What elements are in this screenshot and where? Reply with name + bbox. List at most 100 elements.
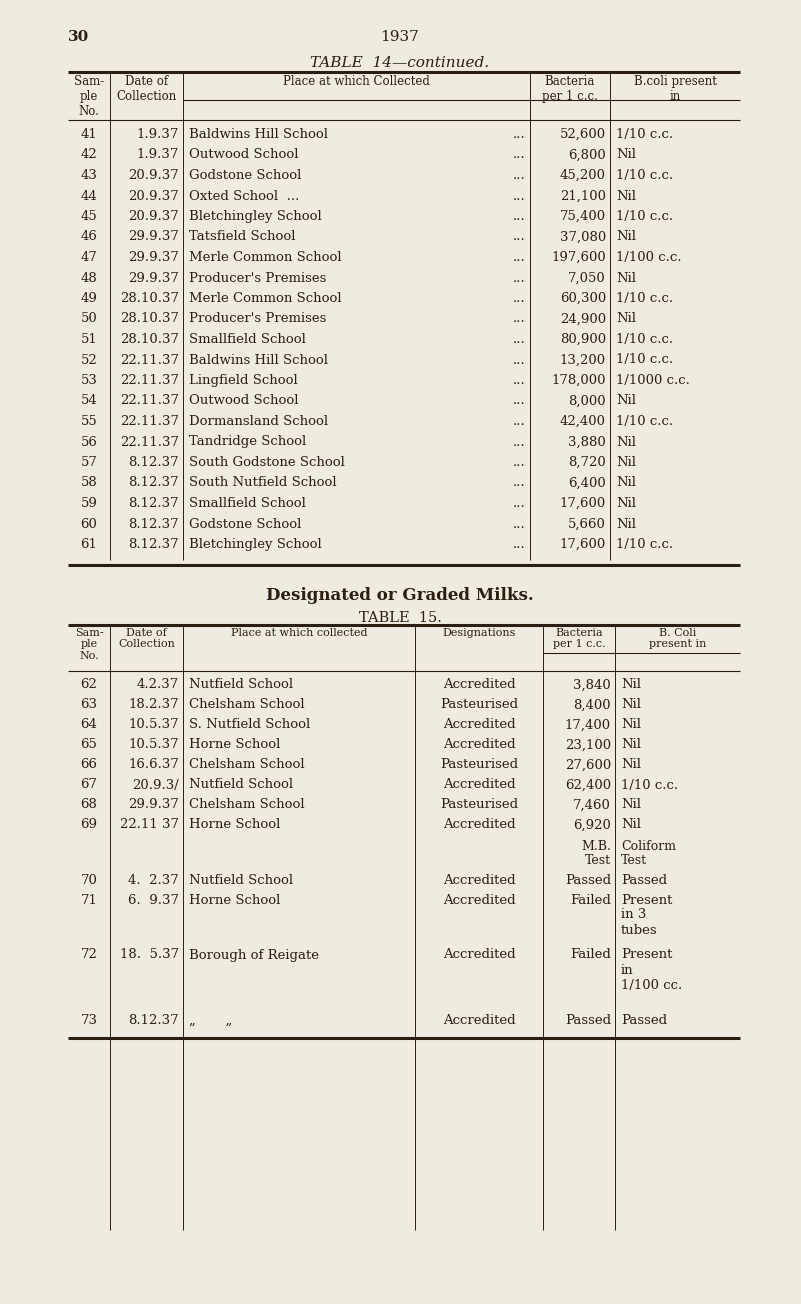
Text: 1/100 c.c.: 1/100 c.c. — [616, 250, 682, 263]
Text: South Godstone School: South Godstone School — [189, 456, 345, 469]
Text: 73: 73 — [80, 1013, 98, 1026]
Text: Nil: Nil — [616, 476, 636, 489]
Text: 20.9.3/: 20.9.3/ — [132, 778, 179, 792]
Text: 7,050: 7,050 — [568, 271, 606, 284]
Text: TABLE  15.: TABLE 15. — [359, 610, 441, 625]
Text: 45,200: 45,200 — [560, 170, 606, 183]
Text: 68: 68 — [81, 798, 98, 811]
Text: Nil: Nil — [621, 819, 641, 832]
Text: Designated or Graded Milks.: Designated or Graded Milks. — [266, 587, 534, 604]
Text: Nil: Nil — [616, 518, 636, 531]
Text: Nil: Nil — [616, 395, 636, 407]
Text: 61: 61 — [81, 539, 98, 552]
Text: 22.11.37: 22.11.37 — [120, 395, 179, 407]
Text: 22.11.37: 22.11.37 — [120, 436, 179, 449]
Text: 4.2.37: 4.2.37 — [137, 678, 179, 691]
Text: 42: 42 — [81, 149, 98, 162]
Text: Accredited: Accredited — [443, 819, 515, 832]
Text: 1/10 c.c.: 1/10 c.c. — [616, 292, 673, 305]
Text: ...: ... — [513, 395, 526, 407]
Text: 29.9.37: 29.9.37 — [128, 798, 179, 811]
Text: 30: 30 — [68, 30, 89, 44]
Text: 52,600: 52,600 — [560, 128, 606, 141]
Text: Smallfield School: Smallfield School — [189, 333, 306, 346]
Text: 6,800: 6,800 — [568, 149, 606, 162]
Text: 10.5.37: 10.5.37 — [128, 738, 179, 751]
Text: 8.12.37: 8.12.37 — [128, 518, 179, 531]
Text: Accredited: Accredited — [443, 874, 515, 887]
Text: Passed: Passed — [565, 874, 611, 887]
Text: Smallfield School: Smallfield School — [189, 497, 306, 510]
Text: Baldwins Hill School: Baldwins Hill School — [189, 353, 328, 366]
Text: ...: ... — [513, 539, 526, 552]
Text: 23,100: 23,100 — [565, 738, 611, 751]
Text: Bacteria
per 1 c.c.: Bacteria per 1 c.c. — [542, 76, 598, 103]
Text: 65: 65 — [81, 738, 98, 751]
Text: 178,000: 178,000 — [552, 374, 606, 387]
Text: Godstone School: Godstone School — [189, 518, 301, 531]
Text: 24,900: 24,900 — [560, 313, 606, 326]
Text: ...: ... — [513, 436, 526, 449]
Text: Dormansland School: Dormansland School — [189, 415, 328, 428]
Text: 45: 45 — [81, 210, 98, 223]
Text: TABLE  14—continued.: TABLE 14—continued. — [311, 56, 489, 70]
Text: 43: 43 — [81, 170, 98, 183]
Text: Accredited: Accredited — [443, 778, 515, 792]
Text: ...: ... — [513, 476, 526, 489]
Text: Bletchingley School: Bletchingley School — [189, 210, 322, 223]
Text: ...: ... — [513, 374, 526, 387]
Text: 49: 49 — [81, 292, 98, 305]
Text: 20.9.37: 20.9.37 — [128, 189, 179, 202]
Text: ...: ... — [513, 292, 526, 305]
Text: 1/10 c.c.: 1/10 c.c. — [621, 778, 678, 792]
Text: Accredited: Accredited — [443, 948, 515, 961]
Text: 18.2.37: 18.2.37 — [128, 699, 179, 712]
Text: Present
in 3
tubes: Present in 3 tubes — [621, 893, 672, 936]
Text: M.B.: M.B. — [581, 841, 611, 854]
Text: Nil: Nil — [616, 189, 636, 202]
Text: Baldwins Hill School: Baldwins Hill School — [189, 128, 328, 141]
Text: ...: ... — [513, 210, 526, 223]
Text: 56: 56 — [81, 436, 98, 449]
Text: Pasteurised: Pasteurised — [440, 798, 518, 811]
Text: 17,600: 17,600 — [560, 497, 606, 510]
Text: ...: ... — [513, 353, 526, 366]
Text: Nutfield School: Nutfield School — [189, 874, 293, 887]
Text: Nil: Nil — [616, 456, 636, 469]
Text: 67: 67 — [80, 778, 98, 792]
Text: „       „: „ „ — [189, 1013, 232, 1026]
Text: Accredited: Accredited — [443, 1013, 515, 1026]
Text: 17,400: 17,400 — [565, 719, 611, 732]
Text: 1.9.37: 1.9.37 — [137, 128, 179, 141]
Text: 28.10.37: 28.10.37 — [120, 292, 179, 305]
Text: 54: 54 — [81, 395, 98, 407]
Text: 22.11.37: 22.11.37 — [120, 415, 179, 428]
Text: 4.  2.37: 4. 2.37 — [128, 874, 179, 887]
Text: 8.12.37: 8.12.37 — [128, 497, 179, 510]
Text: 22.11.37: 22.11.37 — [120, 353, 179, 366]
Text: 66: 66 — [80, 759, 98, 772]
Text: 29.9.37: 29.9.37 — [128, 231, 179, 244]
Text: ...: ... — [513, 149, 526, 162]
Text: Passed: Passed — [565, 1013, 611, 1026]
Text: Nil: Nil — [621, 719, 641, 732]
Text: 13,200: 13,200 — [560, 353, 606, 366]
Text: 16.6.37: 16.6.37 — [128, 759, 179, 772]
Text: 3,880: 3,880 — [568, 436, 606, 449]
Text: 62,400: 62,400 — [565, 778, 611, 792]
Text: Failed: Failed — [570, 948, 611, 961]
Text: 55: 55 — [81, 415, 98, 428]
Text: Producer's Premises: Producer's Premises — [189, 313, 326, 326]
Text: Place at which Collected: Place at which Collected — [283, 76, 430, 87]
Text: 6,920: 6,920 — [574, 819, 611, 832]
Text: Chelsham School: Chelsham School — [189, 759, 304, 772]
Text: Tandridge School: Tandridge School — [189, 436, 306, 449]
Text: 80,900: 80,900 — [560, 333, 606, 346]
Text: Nil: Nil — [616, 313, 636, 326]
Text: Coliform: Coliform — [621, 841, 676, 854]
Text: Sam-
ple
No.: Sam- ple No. — [74, 76, 104, 117]
Text: Horne School: Horne School — [189, 893, 280, 906]
Text: Nil: Nil — [616, 149, 636, 162]
Text: 71: 71 — [81, 893, 98, 906]
Text: Passed: Passed — [621, 1013, 667, 1026]
